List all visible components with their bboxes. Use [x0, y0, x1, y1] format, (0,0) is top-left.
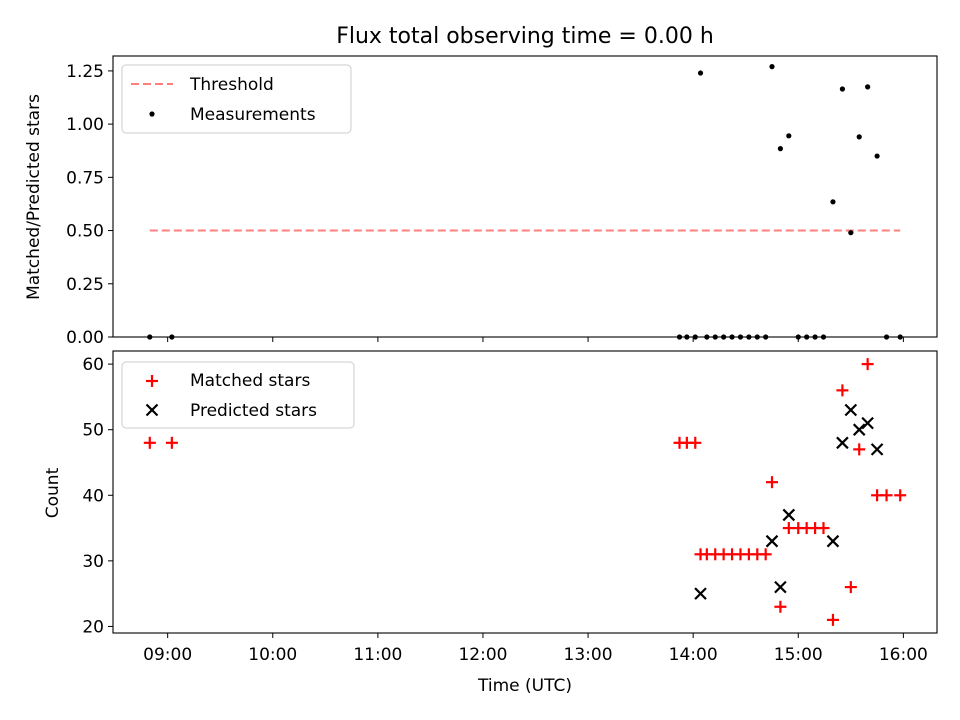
top-legend-box	[121, 64, 352, 134]
measurement-point	[848, 230, 854, 236]
predicted-star-point	[694, 587, 707, 600]
predicted-star-point	[861, 416, 874, 430]
top-y-tick-label: 0.75	[66, 168, 104, 188]
legend-matched-marker	[146, 375, 158, 387]
chart-title: Flux total observing time = 0.00 h	[336, 24, 714, 49]
matched-star-point	[826, 613, 839, 626]
top-y-tick-label: 0.25	[66, 275, 104, 295]
x-tick-label: 14:00	[669, 645, 718, 665]
legend-predicted-marker	[145, 403, 159, 417]
predicted-star-point	[870, 443, 884, 456]
top-y-tick-label: 1.25	[66, 62, 104, 82]
bottom-y-tick-label: 30	[82, 552, 104, 572]
bottom-axes-frame	[112, 350, 938, 634]
matched-star-point	[861, 358, 874, 371]
top-legend: Threshold Measurements	[121, 64, 352, 134]
predicted-star-point	[826, 534, 840, 548]
matched-star-point	[143, 436, 156, 449]
measurement-point	[697, 70, 704, 76]
top-y-ticks: 0.00 0.25 0.50 0.75 1.00 1.25	[66, 62, 113, 348]
bottom-legend: Matched stars Predicted stars	[121, 361, 355, 429]
matched-star-point	[836, 384, 849, 397]
bottom-plot-area	[143, 358, 907, 626]
predicted-star-point	[844, 403, 858, 417]
legend-matched-label: Matched stars	[190, 371, 310, 391]
bottom-legend-box	[121, 361, 355, 429]
matched-star-point	[817, 522, 830, 535]
predicted-star-point	[836, 436, 849, 450]
measurement-point	[865, 84, 871, 90]
matched-star-point	[689, 436, 702, 449]
measurement-point	[769, 64, 775, 70]
measurement-point	[839, 86, 846, 92]
top-y-tick-label: 0.50	[66, 222, 104, 242]
x-tick-label: 12:00	[458, 645, 507, 665]
predicted-star-point	[765, 534, 779, 548]
x-axis-label: Time (UTC)	[477, 676, 572, 696]
matched-star-point	[165, 436, 178, 449]
bottom-y-tick-label: 50	[82, 421, 104, 441]
predicted-star-point	[852, 423, 866, 436]
x-tick-label: 11:00	[353, 645, 402, 665]
x-tick-label: 10:00	[248, 645, 297, 665]
top-axes-frame	[112, 55, 938, 338]
legend-measurements-label: Measurements	[190, 105, 316, 125]
x-tick-label: 09:00	[143, 645, 192, 665]
matched-star-point	[759, 548, 772, 561]
matched-star-point	[844, 581, 857, 594]
matched-star-point	[774, 600, 787, 613]
legend-threshold-label: Threshold	[189, 75, 274, 95]
bottom-y-tick-label: 40	[82, 486, 104, 506]
measurement-point	[777, 146, 783, 152]
x-tick-label: 13:00	[564, 645, 613, 665]
measurement-point	[830, 199, 836, 205]
predicted-star-point	[782, 508, 796, 522]
matched-star-point	[853, 443, 866, 456]
bottom-y-tick-label: 60	[82, 355, 104, 375]
bottom-y-tick-label: 20	[82, 617, 104, 637]
legend-measurements-marker	[149, 111, 155, 117]
top-y-tick-label: 1.00	[66, 115, 104, 135]
top-y-tick-label: 0.00	[66, 328, 104, 348]
matched-star-point	[880, 489, 893, 502]
x-tick-label: 16:00	[879, 645, 928, 665]
top-y-axis-label: Matched/Predicted stars	[24, 94, 44, 300]
matched-star-point	[765, 476, 778, 489]
bottom-x-ticks: 09:00 10:00 11:00 12:00 13:00 14:00 15:00 16:00	[143, 633, 928, 665]
measurement-point	[786, 133, 792, 139]
measurement-point	[856, 134, 862, 140]
bottom-y-ticks: 20 30 40 50 60	[82, 355, 113, 637]
bottom-panel: Count Time (UTC) 20 30 40 50 60 09:00 10:00 11…	[43, 350, 938, 696]
top-panel: Flux total observing time = 0.00 h Match…	[24, 24, 938, 348]
legend-predicted-label: Predicted stars	[190, 401, 317, 421]
bottom-y-axis-label: Count	[43, 467, 63, 518]
matched-star-point	[894, 489, 907, 502]
predicted-star-point	[774, 580, 787, 594]
x-tick-label: 15:00	[774, 645, 823, 665]
measurement-point	[874, 153, 880, 159]
